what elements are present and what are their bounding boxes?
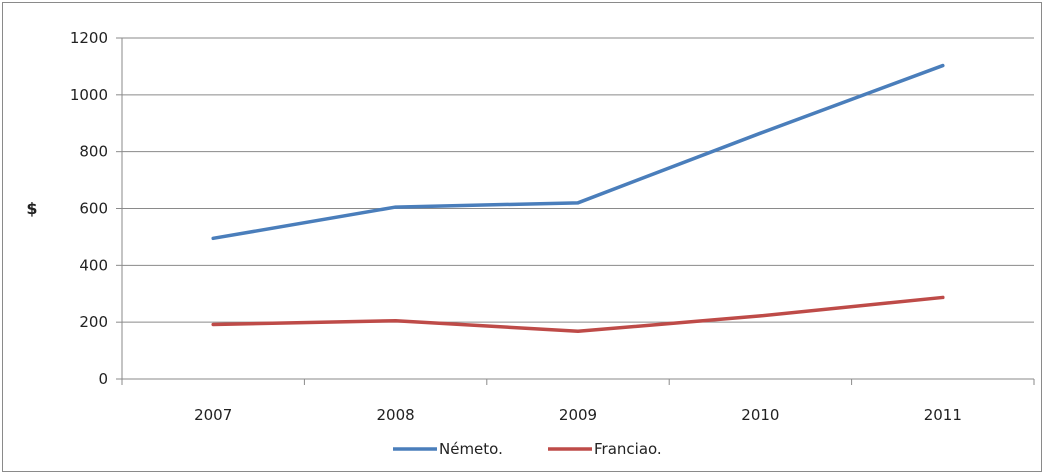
y-axis-label: $ bbox=[26, 199, 37, 218]
data-point bbox=[211, 236, 215, 240]
y-tick-labels: 0 200 400 600 800 1000 1200 bbox=[70, 29, 108, 388]
data-point bbox=[941, 64, 945, 68]
data-point bbox=[576, 201, 580, 205]
y-tick-label: 1000 bbox=[70, 86, 108, 104]
y-tick-label: 0 bbox=[98, 370, 108, 388]
legend-label: Németo. bbox=[439, 440, 503, 458]
axes bbox=[121, 38, 1035, 385]
data-point bbox=[941, 295, 945, 299]
data-point bbox=[758, 131, 762, 135]
data-point bbox=[394, 319, 398, 323]
data-point bbox=[758, 314, 762, 318]
x-tick-label: 2009 bbox=[559, 406, 597, 424]
x-tick-label: 2010 bbox=[741, 406, 779, 424]
y-tick-label: 200 bbox=[79, 313, 108, 331]
gridlines bbox=[116, 37, 1034, 380]
y-tick-label: 600 bbox=[79, 200, 108, 218]
legend-label: Franciao. bbox=[594, 440, 662, 458]
y-tick-label: 1200 bbox=[70, 29, 108, 47]
series-line-2 bbox=[211, 295, 945, 334]
x-tick-label: 2011 bbox=[924, 406, 962, 424]
legend: Németo. Franciao. bbox=[393, 440, 662, 458]
data-point bbox=[576, 329, 580, 333]
series-lines bbox=[211, 63, 945, 334]
data-point bbox=[394, 205, 398, 209]
x-tick-labels: 2007 2008 2009 2010 2011 bbox=[194, 406, 962, 424]
y-tick-label: 400 bbox=[79, 256, 108, 274]
y-tick-label: 800 bbox=[79, 143, 108, 161]
x-tick-label: 2008 bbox=[377, 406, 415, 424]
data-point bbox=[211, 322, 215, 326]
x-tick-label: 2007 bbox=[194, 406, 232, 424]
